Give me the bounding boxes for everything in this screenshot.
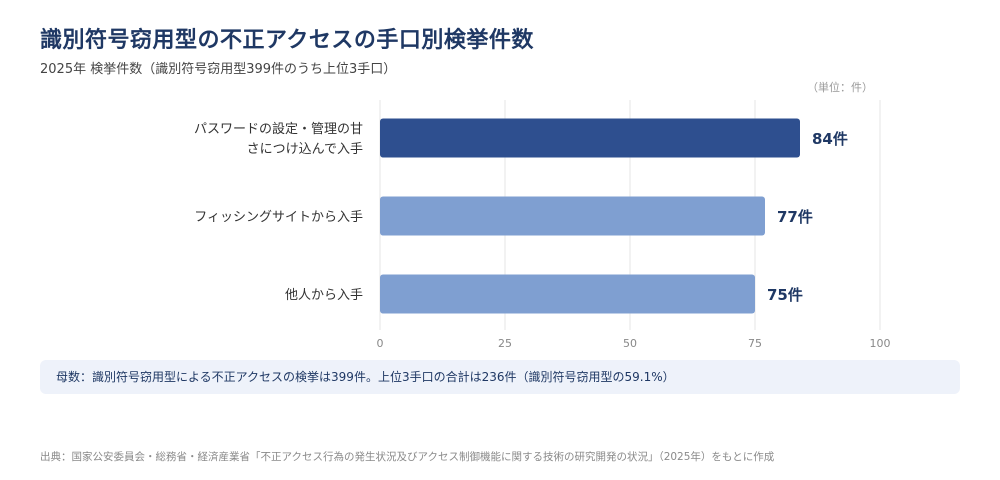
source-text: 出典：国家公安委員会・総務省・経済産業省「不正アクセス行為の発生状況及びアクセス… (40, 451, 775, 463)
category-label: 他人から入手 (285, 288, 363, 303)
note-text: 母数：識別符号窃用型による不正アクセスの検挙は399件。上位3手口の合計は236… (56, 370, 675, 384)
bar-value-label: 75件 (767, 286, 803, 304)
unit-label: （単位：件） (807, 80, 873, 94)
x-tick-label: 0 (377, 337, 384, 350)
x-tick-label: 75 (748, 337, 762, 350)
x-tick-label: 100 (870, 337, 891, 350)
chart-title: 識別符号窃用型の不正アクセスの手口別検挙件数 (40, 28, 534, 53)
category-label: さにつけ込んで入手 (247, 142, 363, 157)
x-tick-label: 25 (498, 337, 512, 350)
bar-value-label: 77件 (777, 208, 813, 226)
bar (380, 196, 765, 236)
bar-value-label: 84件 (812, 130, 848, 148)
bar (380, 274, 755, 314)
bar (380, 118, 800, 158)
category-label: フィッシングサイトから入手 (194, 210, 363, 225)
x-tick-label: 50 (623, 337, 637, 350)
chart-subtitle: 2025年 検挙件数（識別符号窃用型399件のうち上位3手口） (40, 62, 397, 77)
category-label: パスワードの設定・管理の甘 (194, 121, 363, 137)
note-box: 母数：識別符号窃用型による不正アクセスの検挙は399件。上位3手口の合計は236… (40, 360, 960, 394)
